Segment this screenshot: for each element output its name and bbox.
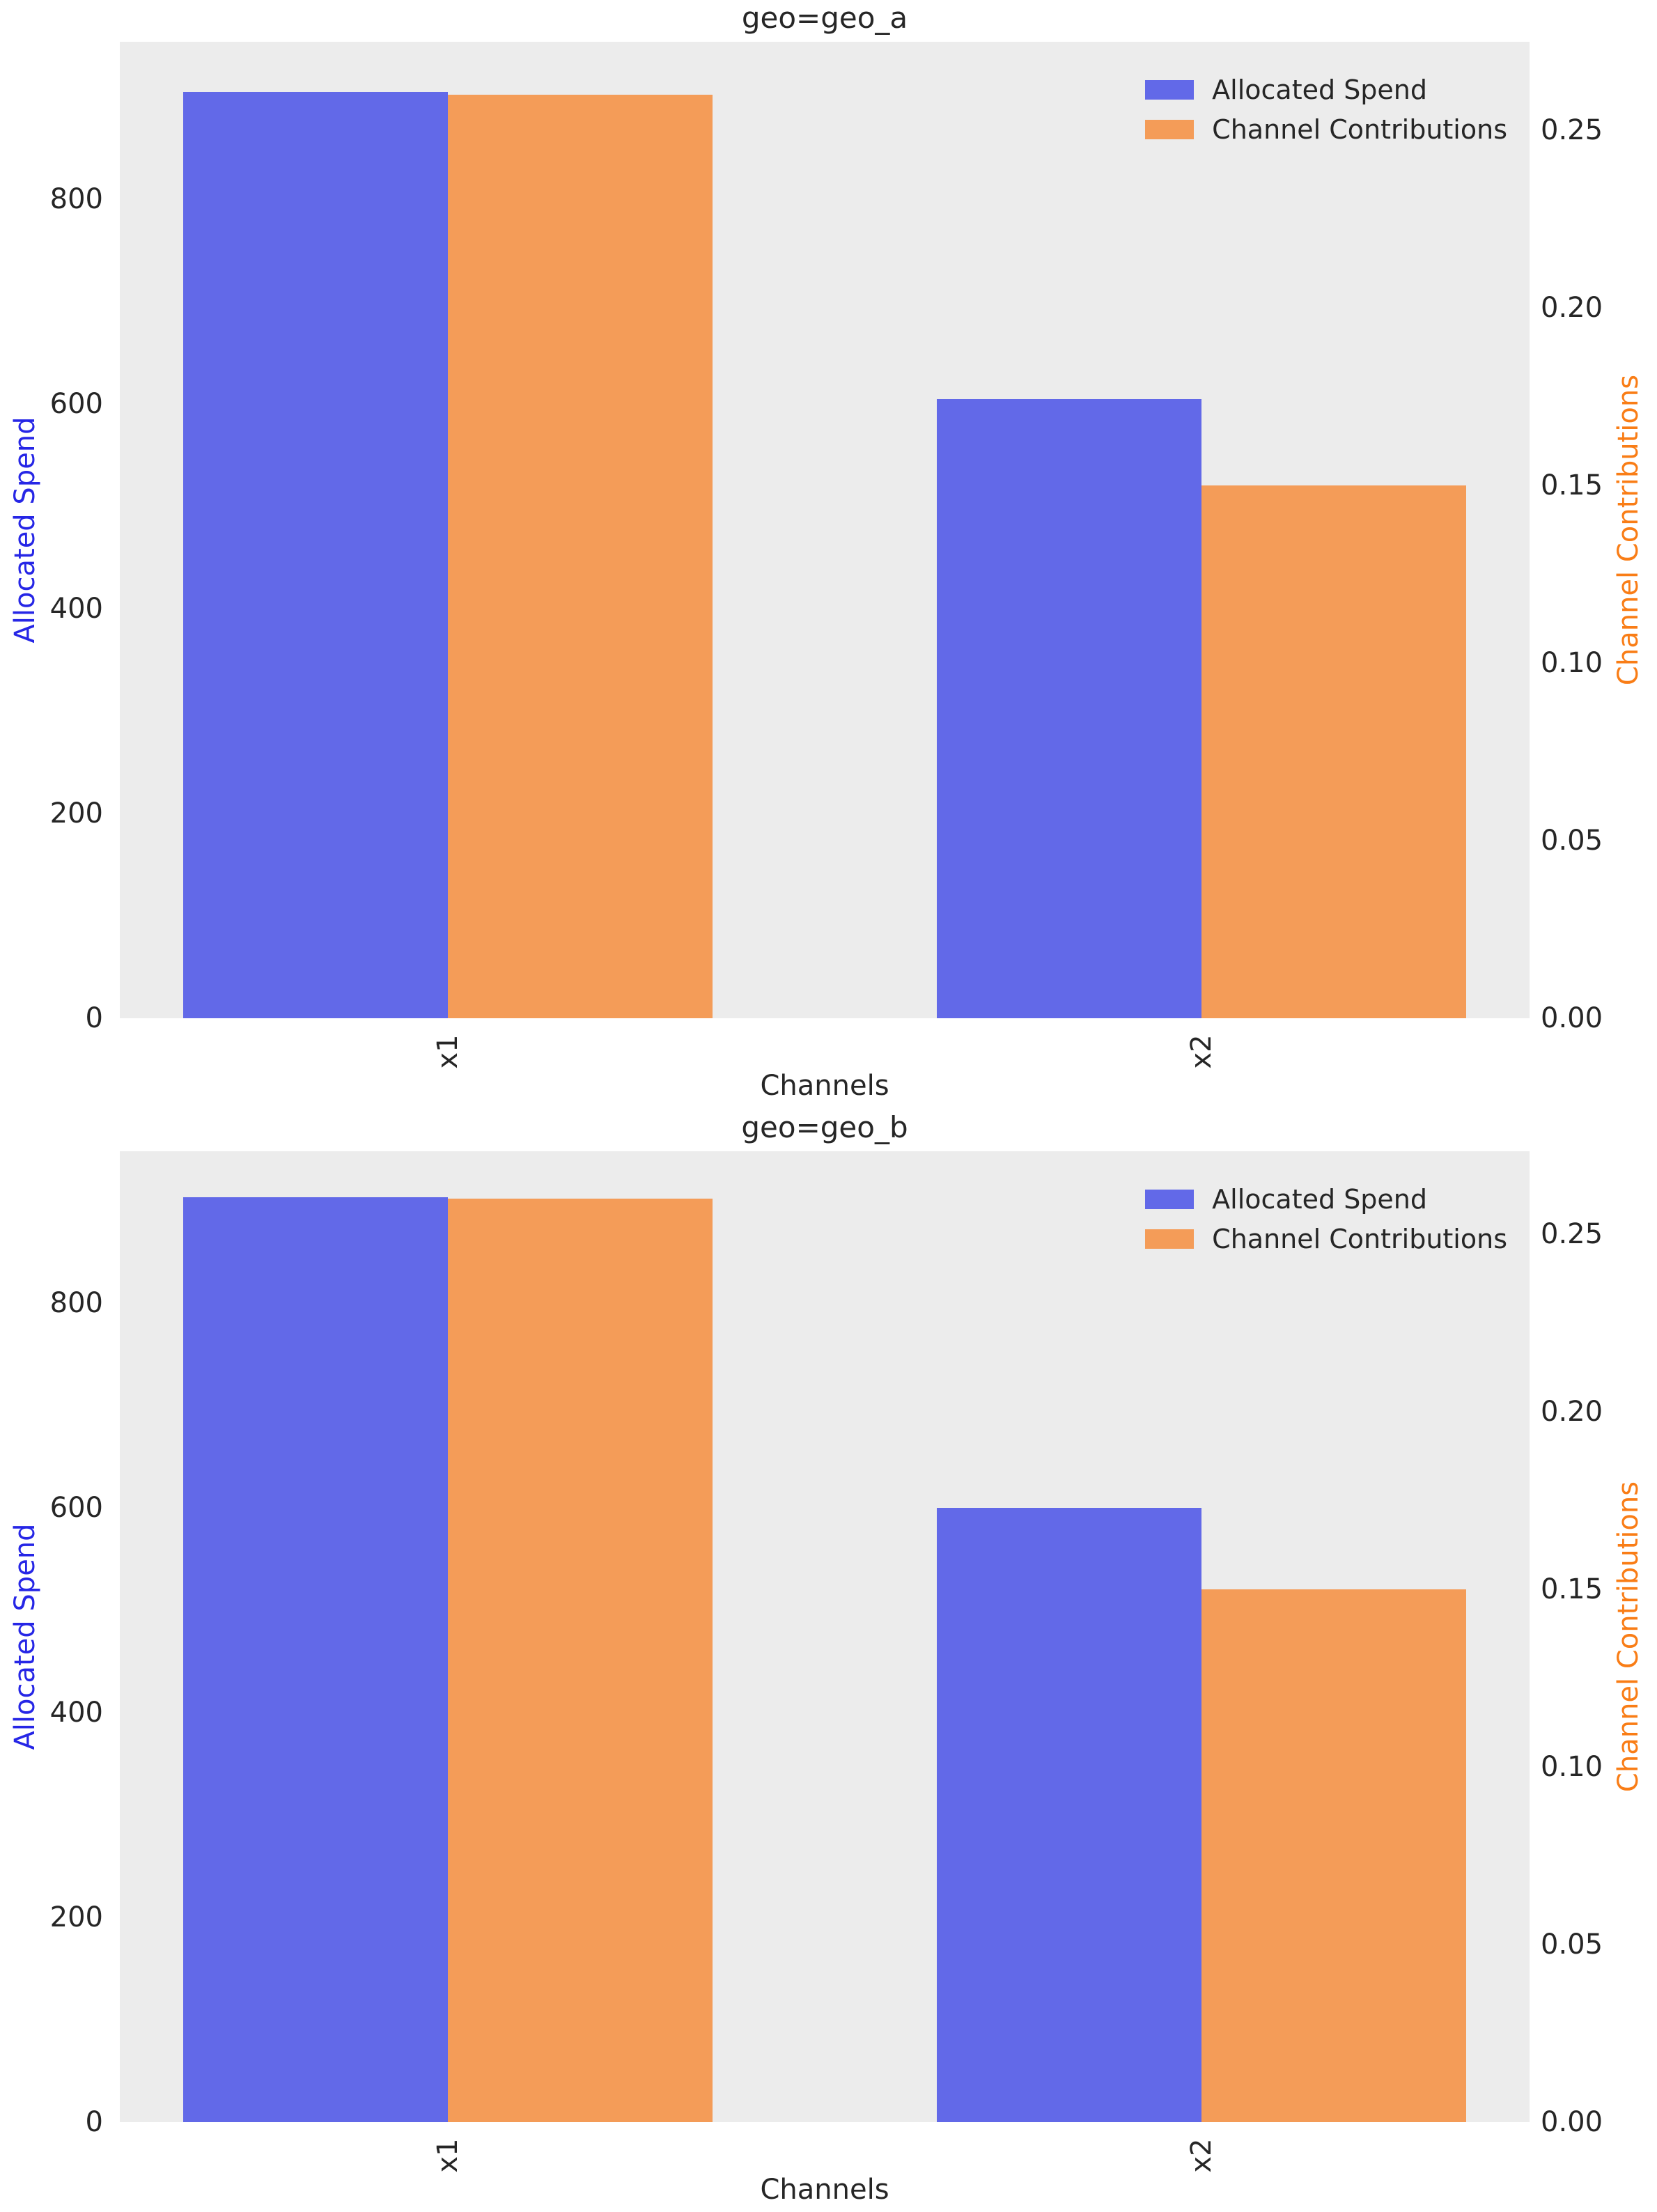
bar-allocated-spend-x1 xyxy=(183,92,448,1018)
y-tick-left-0: 0 xyxy=(85,1002,103,1034)
bar-channel-contributions-x1 xyxy=(447,1198,713,2122)
y-tick-right-0-10: 0.10 xyxy=(1541,647,1603,680)
bar-allocated-spend-x2 xyxy=(937,398,1201,1018)
y-tick-left-200: 200 xyxy=(49,1901,103,1933)
bar-channel-contributions-x1 xyxy=(447,95,713,1018)
bar-allocated-spend-x2 xyxy=(937,1507,1201,2122)
y-tick-right-0-05: 0.05 xyxy=(1541,825,1603,857)
y-tick-left-200: 200 xyxy=(49,797,103,830)
plot-area xyxy=(120,42,1530,1018)
legend-swatch-channel-contributions xyxy=(1145,1229,1195,1249)
y-tick-right-0-20: 0.20 xyxy=(1541,1395,1603,1428)
y-tick-left-600: 600 xyxy=(49,1491,103,1524)
x-tick-label-x1: x1 xyxy=(431,2138,464,2173)
bar-channel-contributions-x2 xyxy=(1201,1589,1466,2122)
legend-label: Channel Contributions xyxy=(1212,114,1507,145)
y-tick-right-0-20: 0.20 xyxy=(1541,292,1603,325)
y-tick-left-800: 800 xyxy=(49,183,103,216)
legend-label: Allocated Spend xyxy=(1212,74,1428,105)
y-tick-left-600: 600 xyxy=(49,388,103,421)
legend: Allocated Spend Channel Contributions xyxy=(1145,1179,1507,1259)
legend-label: Allocated Spend xyxy=(1212,1183,1428,1215)
y-tick-left-400: 400 xyxy=(49,593,103,625)
y-tick-right-0-00: 0.00 xyxy=(1541,2106,1603,2138)
y-tick-left-800: 800 xyxy=(49,1286,103,1319)
legend-entry: Channel Contributions xyxy=(1145,109,1507,149)
y-axis-label-right: Channel Contributions xyxy=(1612,1481,1644,1793)
y-tick-right-0-15: 0.15 xyxy=(1541,469,1603,502)
legend-swatch-allocated-spend xyxy=(1145,79,1195,100)
legend-entry: Allocated Spend xyxy=(1145,1179,1507,1219)
y-tick-right-0-25: 0.25 xyxy=(1541,114,1603,147)
subplot-title: geo=geo_b xyxy=(741,1110,908,1144)
y-tick-right-0-25: 0.25 xyxy=(1541,1217,1603,1250)
legend-swatch-channel-contributions xyxy=(1145,119,1195,139)
bar-channel-contributions-x2 xyxy=(1201,485,1466,1018)
legend-label: Channel Contributions xyxy=(1212,1223,1507,1254)
plot-area xyxy=(120,1151,1530,2122)
x-axis-label: Channels xyxy=(760,1070,889,1102)
legend-swatch-allocated-spend xyxy=(1145,1189,1195,1209)
bar-allocated-spend-x1 xyxy=(183,1197,448,2122)
legend-entry: Channel Contributions xyxy=(1145,1219,1507,1259)
subplot-title: geo=geo_a xyxy=(741,1,908,35)
y-tick-right-0-00: 0.00 xyxy=(1541,1002,1603,1034)
legend-entry: Allocated Spend xyxy=(1145,70,1507,109)
y-tick-right-0-05: 0.05 xyxy=(1541,1928,1603,1961)
x-axis-label: Channels xyxy=(760,2174,889,2206)
y-tick-right-0-10: 0.10 xyxy=(1541,1750,1603,1783)
legend: Allocated Spend Channel Contributions xyxy=(1145,70,1507,149)
y-tick-left-400: 400 xyxy=(49,1696,103,1729)
y-tick-left-0: 0 xyxy=(85,2106,103,2138)
x-tick-label-x2: x2 xyxy=(1185,2138,1218,2173)
y-tick-right-0-15: 0.15 xyxy=(1541,1573,1603,1605)
